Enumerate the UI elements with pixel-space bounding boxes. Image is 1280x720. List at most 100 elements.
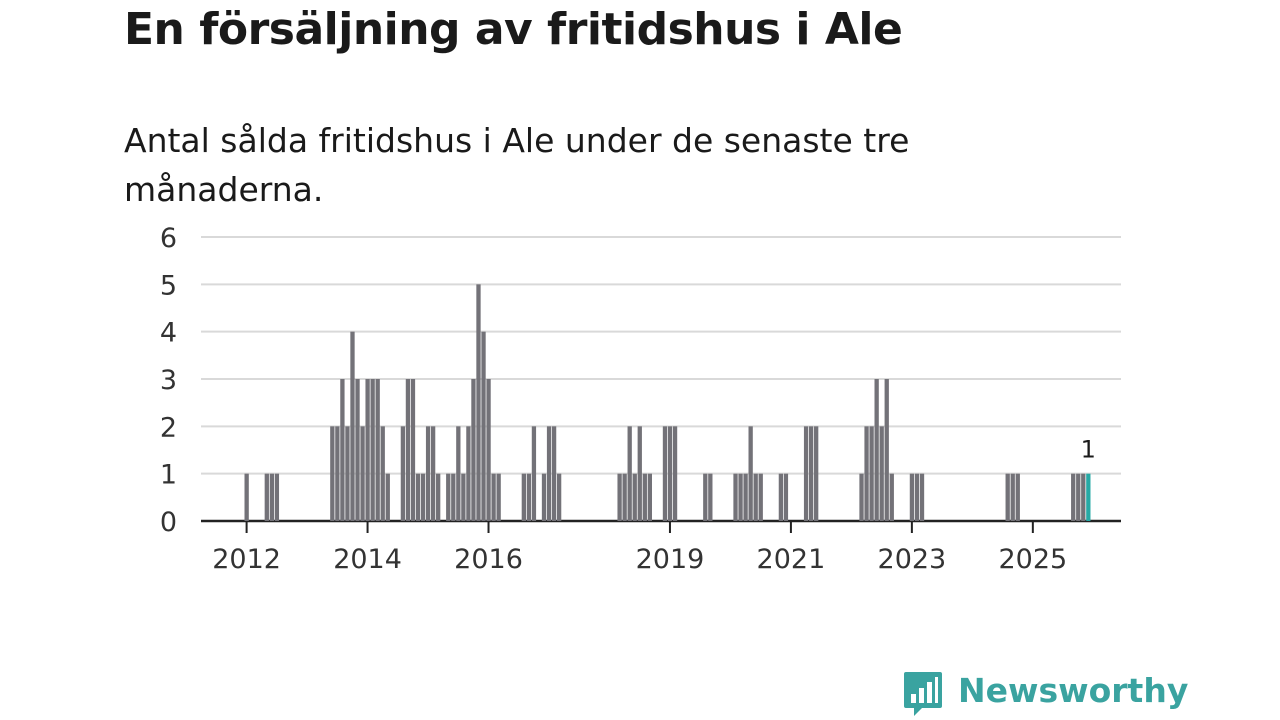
bar — [541, 473, 547, 521]
bar — [345, 426, 350, 521]
bar — [531, 426, 537, 521]
bar — [1076, 473, 1081, 521]
bar — [556, 473, 562, 521]
bar — [748, 426, 753, 521]
bar — [874, 379, 879, 521]
bar — [350, 331, 355, 521]
bar — [446, 473, 451, 521]
bar — [436, 473, 441, 521]
bar — [637, 426, 642, 521]
bar — [1081, 473, 1086, 521]
bar — [360, 426, 365, 521]
data-label: 1 — [1081, 436, 1096, 464]
x-tick-label: 2025 — [998, 544, 1067, 575]
bar — [642, 473, 647, 521]
bar — [869, 426, 874, 521]
bar — [526, 473, 532, 521]
bar — [778, 473, 784, 521]
bar — [456, 426, 461, 521]
bar — [385, 473, 390, 521]
bar — [355, 379, 360, 521]
bar — [889, 473, 894, 521]
bar — [264, 473, 269, 521]
bar — [708, 473, 713, 521]
x-tick-label: 2019 — [636, 544, 705, 575]
bar — [269, 473, 274, 521]
bar — [335, 426, 340, 521]
bar — [420, 473, 426, 521]
bar — [627, 426, 632, 521]
bar — [481, 331, 486, 521]
bar — [415, 473, 421, 521]
bar — [647, 473, 652, 521]
bar — [864, 426, 869, 521]
x-tick-label: 2012 — [212, 544, 281, 575]
bars — [244, 284, 1091, 521]
bar — [814, 426, 819, 521]
bar — [859, 473, 864, 521]
bar — [914, 473, 920, 521]
bar — [758, 473, 763, 521]
y-tick-label: 0 — [160, 507, 177, 538]
x-tick-label: 2016 — [454, 544, 523, 575]
bar — [808, 426, 814, 521]
bar — [1015, 473, 1020, 521]
bar — [380, 426, 385, 521]
bar — [1071, 473, 1076, 521]
bar — [375, 379, 380, 521]
bar — [330, 426, 335, 521]
bar — [400, 426, 406, 521]
bar — [370, 379, 375, 521]
bar — [244, 473, 249, 521]
y-tick-label: 6 — [160, 223, 177, 254]
bar — [365, 379, 370, 521]
x-tick-label: 2023 — [878, 544, 947, 575]
bar — [466, 426, 471, 521]
bar — [476, 284, 481, 521]
bar — [425, 426, 431, 521]
bar — [405, 379, 411, 521]
chart-title: En försäljning av fritidshus i Ale — [124, 4, 903, 55]
x-axis-ticks: 2012 2014 2016 2019 2021 2023 2025 — [212, 521, 1067, 575]
bar — [461, 473, 466, 521]
bar — [496, 473, 501, 521]
bar — [1010, 473, 1015, 521]
bar — [783, 473, 789, 521]
bar — [672, 426, 678, 521]
y-tick-label: 3 — [160, 365, 177, 396]
x-tick-label: 2021 — [757, 544, 826, 575]
bar-chart-speech-bubble-icon — [904, 672, 942, 716]
bar — [632, 473, 637, 521]
bar-chart: 0 1 2 3 4 5 6 2012 2 0 1 4 2016 2019 2021 2023 2025 1 — [160, 223, 1121, 575]
y-tick-label: 2 — [160, 412, 177, 443]
brand-name: Newsworthy — [958, 671, 1189, 710]
data-labels: 1 — [1081, 436, 1096, 464]
bar — [667, 426, 673, 521]
y-tick-label: 4 — [160, 318, 177, 349]
bar — [410, 379, 416, 521]
bar — [803, 426, 809, 521]
bar — [738, 473, 743, 521]
bar — [617, 473, 622, 521]
bar — [909, 473, 915, 521]
bar-highlight — [1086, 473, 1091, 521]
bar — [546, 426, 552, 521]
y-tick-label: 5 — [160, 270, 177, 301]
bar — [884, 379, 889, 521]
bar — [733, 473, 738, 521]
bar — [430, 426, 436, 521]
bar — [753, 473, 758, 521]
bar — [919, 473, 925, 521]
y-tick-label: 1 — [160, 460, 177, 491]
bar — [879, 426, 884, 521]
chart-subtitle: Antal sålda fritidshus i Ale under de se… — [124, 121, 910, 209]
bar — [622, 473, 627, 521]
bar — [1005, 473, 1010, 521]
bar — [662, 426, 668, 521]
bar — [274, 473, 280, 521]
bar — [521, 473, 526, 521]
bar — [703, 473, 708, 521]
bar — [486, 379, 491, 521]
y-axis-ticks: 0 1 2 3 4 5 6 — [160, 223, 177, 538]
bar — [551, 426, 557, 521]
